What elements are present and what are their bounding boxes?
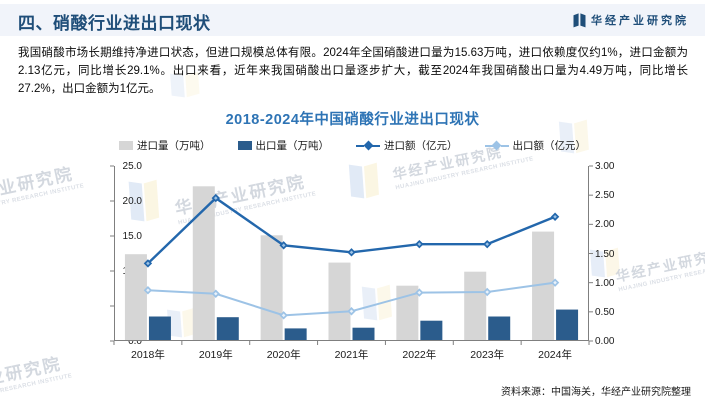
page-title: 四、硝酸行业进出口现状 <box>18 14 211 33</box>
line-marker-center <box>281 243 286 248</box>
import-volume-bar-2023年 <box>464 271 487 341</box>
legend-bar-swatch <box>119 141 133 150</box>
export-volume-bar-2021年 <box>352 327 375 341</box>
source-note: 资料来源：中国海关，华经产业研究院整理 <box>501 387 691 398</box>
left-axis-tick-label: 20.0 <box>122 196 142 207</box>
x-axis-labels: 2018年 2019年 2020年 2021年 2022年 2023年 2024年 <box>114 347 589 361</box>
brand-logo: 华经产业研究院 <box>573 12 689 28</box>
legend-item: 进口额（亿元） <box>356 138 458 153</box>
import-volume-bar-2018年 <box>124 254 147 341</box>
export-volume-bar-2022年 <box>420 320 443 341</box>
right-axis-tick-label: 2.00 <box>595 219 615 231</box>
import-volume-bar-2022年 <box>396 285 419 341</box>
line-marker-center <box>349 309 354 314</box>
legend-line-part <box>500 144 509 147</box>
summary-paragraph: 我国硝酸市场长期维持净进口状态，但进口规模总体有限。2024年全国硝酸进口量为1… <box>18 47 688 95</box>
line-marker-center <box>281 313 286 318</box>
legend-label: 进口量（万吨） <box>137 140 211 152</box>
legend-label: 出口额（亿元） <box>512 140 587 152</box>
legend-item: 出口量（万吨） <box>237 138 330 153</box>
export-volume-bar-2020年 <box>284 328 307 341</box>
line-marker-center <box>485 290 490 294</box>
import-volume-bar-2019年 <box>192 186 215 341</box>
legend-label: 出口量（万吨） <box>255 140 330 152</box>
chart-legend: 进口量（万吨） 出口量（万吨） 进口额（亿元） 出口额（亿元） <box>0 138 705 153</box>
legend-line-swatch <box>484 140 509 151</box>
legend-line-part <box>372 144 380 147</box>
x-axis-category-label: 2023年 <box>470 349 505 361</box>
right-axis-tick-label: 0.50 <box>595 306 615 318</box>
x-axis-category-label: 2020年 <box>266 349 301 361</box>
legend-item: 出口额（亿元） <box>484 138 587 153</box>
legend-line-part <box>491 140 502 151</box>
brand-logo-text: 华经产业研究院 <box>591 15 689 27</box>
legend-item: 进口量（万吨） <box>119 138 211 153</box>
legend-line-part <box>484 144 493 147</box>
line-marker-center <box>553 214 557 219</box>
import-volume-bar-2024年 <box>532 231 555 341</box>
right-axis-tick-label: 1.00 <box>595 277 615 289</box>
chart-title: 2018-2024年中国硝酸行业进出口现状 <box>225 112 480 128</box>
x-axis-category-label: 2022年 <box>402 349 437 361</box>
legend-line-swatch <box>356 140 380 151</box>
right-axis-tick-label: 0.00 <box>595 336 615 347</box>
x-axis-category-label: 2024年 <box>538 349 572 361</box>
export-volume-bar-2019年 <box>216 317 239 341</box>
legend-label: 进口额（亿元） <box>384 140 458 152</box>
export-volume-bar-2018年 <box>148 316 171 341</box>
x-axis-category-label: 2021年 <box>334 349 369 361</box>
right-axis-tick-label: 2.50 <box>595 190 615 202</box>
left-axis-tick-label: 25.0 <box>122 161 142 172</box>
x-axis-category-label: 2018年 <box>130 349 165 361</box>
open-book-icon <box>573 12 586 27</box>
right-axis-tick-label: 3.00 <box>595 161 615 172</box>
legend-line-part <box>356 144 364 147</box>
chart-canvas <box>110 165 593 345</box>
import-volume-bar-2020年 <box>260 235 283 341</box>
legend-bar-swatch <box>237 141 252 150</box>
legend-line-part <box>363 140 373 151</box>
import-volume-bar-2021年 <box>328 262 351 341</box>
left-axis-tick-label: 15.0 <box>122 231 142 242</box>
export-volume-bar-2023年 <box>488 316 511 341</box>
export-volume-bar-2024年 <box>556 309 579 341</box>
plot-area <box>110 165 593 345</box>
left-axis-tick-label: 0.0 <box>128 336 142 347</box>
header: 四、硝酸行业进出口现状 华经产业研究院 <box>0 4 705 36</box>
x-axis-category-label: 2019年 <box>198 349 233 361</box>
right-axis-tick-label: 1.50 <box>595 248 615 260</box>
